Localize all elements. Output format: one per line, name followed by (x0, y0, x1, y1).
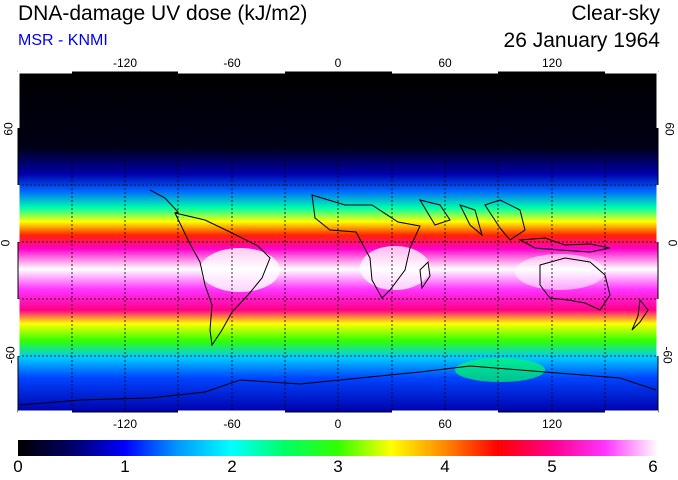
colorbar-tick: 2 (227, 457, 237, 476)
lon-tick-bottom: 120 (541, 417, 563, 431)
colorbar-tick: 3 (333, 457, 343, 476)
colorbar-tick: 0 (13, 457, 23, 476)
lat-tick-left: 60 (1, 122, 16, 136)
colorbar-tick: 5 (547, 457, 557, 476)
antarctica-coast (19, 365, 657, 406)
lon-tick-top: -120 (112, 56, 138, 70)
lon-tick-top: -60 (223, 56, 241, 70)
sky-condition-label: Clear-sky (571, 2, 660, 25)
lon-tick-top: 60 (438, 56, 452, 70)
africa-hotspot (360, 246, 430, 290)
central-america-coast (149, 189, 179, 214)
coastlines (19, 189, 657, 406)
lon-tick-bottom: 0 (334, 417, 342, 431)
arabia-coast (418, 199, 451, 226)
lat-tick-right: 60 (662, 122, 677, 136)
new-zealand-coast (631, 298, 649, 331)
south-america-hotspot (200, 248, 280, 292)
lon-tick-bottom: 60 (438, 417, 452, 431)
lat-tick-left: 0 (0, 240, 12, 247)
lon-tick-bottom: -120 (112, 417, 138, 431)
africa-coast (311, 194, 421, 299)
lat-tick-right: 0 (666, 240, 678, 247)
colorbar-tick: 1 (120, 457, 130, 476)
map-title: DNA-damage UV dose (kJ/m2) (18, 2, 308, 25)
madagascar-coast (419, 260, 431, 290)
antarctic-green-patch (455, 358, 545, 382)
lon-tick-bottom: -60 (223, 417, 241, 431)
lat-tick-left: -60 (3, 346, 18, 364)
date-label: 26 January 1964 (503, 29, 660, 52)
colorbar-tick: 6 (648, 457, 658, 476)
lon-tick-top: 120 (541, 56, 563, 70)
australia-hotspot (515, 254, 605, 290)
australia-coast (539, 257, 611, 311)
colorbar (18, 440, 658, 456)
lat-tick-right: -60 (660, 346, 675, 364)
source-label: MSR - KNMI (18, 32, 108, 49)
south-america-coast (174, 212, 271, 347)
southeast-asia-coast (484, 199, 526, 241)
india-coast (459, 204, 483, 237)
map-border (16, 70, 660, 414)
graticule (18, 72, 658, 412)
colorbar-tick: 4 (440, 457, 450, 476)
lon-tick-top: 0 (334, 56, 342, 70)
